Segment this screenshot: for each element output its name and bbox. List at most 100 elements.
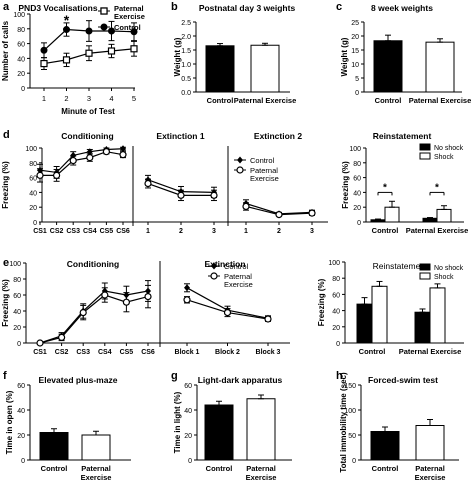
y-tick-label: 2.5 [181, 20, 191, 27]
x-tick-label: Exercise [415, 473, 446, 482]
data-point [108, 27, 115, 35]
bar [414, 311, 431, 344]
y-tick-label: 0 [352, 458, 356, 465]
y-tick-label: 20 [184, 433, 192, 440]
y-axis-label: Freezing (%) [1, 161, 10, 209]
x-tick-label: Control [41, 464, 68, 473]
bar [370, 431, 400, 461]
y-tick-label: 0 [17, 341, 21, 348]
x-tick-label: CS1 [33, 349, 47, 356]
y-tick-label: 60 [17, 42, 25, 49]
legend-label: Paternal [114, 4, 144, 13]
bar [371, 285, 388, 344]
y-tick-label: 0 [188, 458, 192, 465]
y-tick-label: 0 [33, 220, 37, 227]
x-tick-label: Paternal [246, 464, 276, 473]
bar [81, 434, 111, 461]
legend-label: No shock [434, 145, 464, 152]
x-tick-label: 1 [146, 228, 150, 235]
x-axis-label: Minute of Test [61, 107, 115, 116]
data-point [236, 166, 244, 174]
y-tick-label: 40 [29, 190, 37, 197]
data-point [52, 171, 61, 179]
legend-label: Control [250, 156, 275, 165]
bar [384, 206, 400, 223]
panel-letter: e [3, 257, 9, 269]
panel-letter: a [3, 1, 10, 13]
x-tick-label: Control [206, 464, 233, 473]
x-tick-label: Exercise [246, 473, 277, 482]
chart-title: PND3 Vocalisations [18, 3, 97, 13]
data-point [275, 211, 283, 219]
y-tick-label: 0 [21, 458, 25, 465]
x-tick-label: CS6 [116, 228, 130, 235]
y-tick-label: 100 [9, 261, 21, 268]
y-tick-label: 20 [351, 34, 359, 41]
data-point [40, 46, 48, 54]
legend-swatch [419, 152, 431, 160]
y-tick-label: 20 [353, 205, 361, 212]
legend-label: Exercise [114, 12, 145, 21]
x-tick-label: 3 [212, 228, 216, 235]
chart-title: 8 week weights [371, 3, 433, 13]
legend-label: Shock [434, 154, 454, 161]
data-point [210, 272, 218, 280]
x-tick-label: Exercise [81, 473, 112, 482]
segment-title: Extinction 2 [254, 131, 302, 141]
y-tick-label: 100 [344, 408, 356, 415]
data-point [130, 28, 138, 36]
x-tick-label: Control [359, 347, 386, 356]
data-point [36, 339, 44, 347]
bar [415, 425, 445, 461]
panel-letter: f [3, 370, 7, 382]
data-point [242, 202, 250, 211]
y-tick-label: 20 [13, 325, 21, 332]
y-tick-label: 60 [13, 293, 21, 300]
data-point [120, 145, 126, 153]
chart-title: Postnatal day 3 weights [199, 3, 296, 13]
legend-label: Control [114, 23, 141, 32]
legend-swatch [419, 263, 431, 271]
y-tick-label: 10 [351, 62, 359, 69]
y-tick-label: 40 [13, 309, 21, 316]
segment-title: Extinction [204, 259, 245, 269]
bar [39, 432, 69, 461]
x-tick-label: 1 [244, 228, 248, 235]
segment-title: Extinction 1 [156, 131, 204, 141]
data-point [183, 296, 191, 304]
data-point [144, 179, 152, 188]
x-tick-label: Paternal [415, 464, 445, 473]
y-tick-label: 60 [184, 383, 192, 390]
y-tick-label: 15 [351, 48, 359, 55]
data-point [308, 209, 316, 217]
y-tick-label: 0 [355, 90, 359, 97]
y-tick-label: 50 [348, 433, 356, 440]
legend-swatch [419, 272, 431, 280]
y-tick-label: 40 [17, 56, 25, 63]
legend-label: Exercise [224, 280, 253, 289]
data-point [69, 156, 77, 165]
x-tick-label: CS4 [83, 228, 97, 235]
x-tick-label: 4 [109, 94, 113, 103]
x-tick-label: Paternal Exercise [406, 226, 469, 235]
x-tick-label: CS1 [33, 228, 47, 235]
data-point [85, 49, 93, 57]
x-tick-label: CS5 [120, 349, 134, 356]
legend-label: Shock [434, 274, 454, 281]
y-tick-label: 0 [357, 220, 361, 227]
panel-letter: g [171, 370, 178, 382]
y-tick-label: 1.5 [181, 48, 191, 55]
data-point [130, 45, 138, 53]
y-tick-label: 5 [355, 76, 359, 83]
y-axis-label: Weight (g) [173, 37, 182, 76]
bar [436, 208, 452, 223]
data-point [62, 56, 71, 64]
y-axis-label: Weight (g) [340, 37, 349, 76]
x-tick-label: Control [372, 226, 399, 235]
x-tick-label: CS3 [66, 228, 80, 235]
data-point [86, 154, 94, 162]
data-point [102, 148, 111, 156]
y-tick-label: 100 [349, 146, 361, 153]
bar [205, 45, 235, 93]
